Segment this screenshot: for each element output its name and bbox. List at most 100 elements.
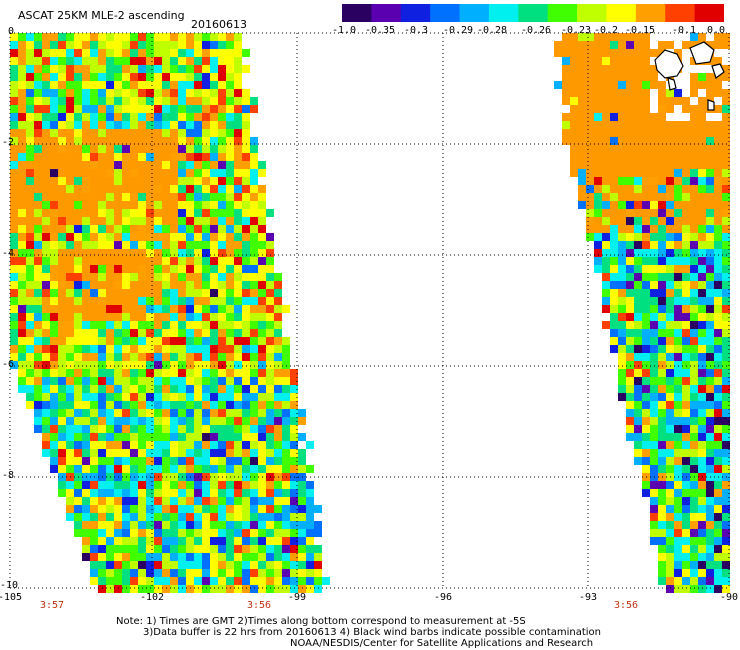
- data-cell: [186, 577, 194, 585]
- data-cell: [170, 457, 178, 465]
- data-cell: [50, 153, 58, 161]
- data-cell: [162, 41, 170, 49]
- data-cell: [106, 409, 114, 417]
- data-cell: [658, 529, 666, 537]
- data-cell: [98, 337, 106, 345]
- data-cell: [666, 265, 674, 273]
- data-cell: [234, 385, 242, 393]
- data-cell: [186, 529, 194, 537]
- data-cell: [90, 353, 98, 361]
- data-cell: [690, 569, 698, 577]
- data-cell: [186, 337, 194, 345]
- data-cell: [90, 537, 98, 545]
- data-cell: [58, 153, 66, 161]
- data-cell: [218, 49, 226, 57]
- data-cell: [194, 401, 202, 409]
- data-cell: [266, 545, 274, 553]
- data-cell: [186, 297, 194, 305]
- data-cell: [666, 361, 674, 369]
- data-cell: [26, 265, 34, 273]
- data-cell: [714, 201, 722, 209]
- data-cell: [66, 297, 74, 305]
- data-cell: [642, 489, 650, 497]
- data-cell: [202, 105, 210, 113]
- data-cell: [690, 81, 698, 89]
- data-cell: [114, 585, 122, 593]
- data-cell: [274, 393, 282, 401]
- data-cell: [266, 433, 274, 441]
- data-cell: [714, 585, 722, 593]
- data-cell: [58, 377, 66, 385]
- data-cell: [602, 257, 610, 265]
- data-cell: [162, 225, 170, 233]
- data-cell: [242, 425, 250, 433]
- data-cell: [642, 97, 650, 105]
- data-cell: [74, 449, 82, 457]
- data-cell: [290, 377, 298, 385]
- data-cell: [186, 385, 194, 393]
- data-cell: [666, 337, 674, 345]
- data-cell: [154, 353, 162, 361]
- data-cell: [234, 273, 242, 281]
- data-cell: [314, 505, 322, 513]
- data-cell: [50, 425, 58, 433]
- data-cell: [274, 409, 282, 417]
- data-cell: [586, 153, 594, 161]
- data-cell: [602, 233, 610, 241]
- data-cell: [122, 113, 130, 121]
- data-cell: [282, 393, 290, 401]
- data-cell: [290, 457, 298, 465]
- data-cell: [74, 257, 82, 265]
- data-cell: [682, 113, 690, 121]
- data-cell: [234, 505, 242, 513]
- data-cell: [66, 217, 74, 225]
- data-cell: [42, 57, 50, 65]
- data-cell: [274, 353, 282, 361]
- data-cell: [594, 177, 602, 185]
- data-cell: [250, 209, 258, 217]
- data-cell: [114, 137, 122, 145]
- data-cell: [162, 361, 170, 369]
- data-cell: [274, 425, 282, 433]
- data-cell: [274, 505, 282, 513]
- data-cell: [202, 585, 210, 593]
- data-cell: [226, 393, 234, 401]
- data-cell: [210, 233, 218, 241]
- data-cell: [82, 401, 90, 409]
- data-cell: [714, 249, 722, 257]
- data-cell: [722, 465, 730, 473]
- data-cell: [130, 49, 138, 57]
- data-cell: [42, 417, 50, 425]
- data-cell: [722, 65, 730, 73]
- data-cell: [594, 121, 602, 129]
- data-cell: [90, 233, 98, 241]
- data-cell: [170, 145, 178, 153]
- data-cell: [722, 457, 730, 465]
- data-cell: [706, 433, 714, 441]
- data-cell: [610, 281, 618, 289]
- data-cell: [106, 273, 114, 281]
- data-cell: [210, 577, 218, 585]
- data-cell: [282, 489, 290, 497]
- data-cell: [82, 505, 90, 513]
- data-cell: [130, 505, 138, 513]
- data-cell: [10, 201, 18, 209]
- data-cell: [562, 129, 570, 137]
- data-cell: [146, 33, 154, 41]
- data-cell: [154, 249, 162, 257]
- data-cell: [706, 441, 714, 449]
- colorbar-swatch: [342, 4, 372, 22]
- data-cell: [202, 377, 210, 385]
- data-cell: [130, 281, 138, 289]
- data-cell: [722, 505, 730, 513]
- data-cell: [242, 465, 250, 473]
- data-cell: [122, 289, 130, 297]
- data-cell: [610, 337, 618, 345]
- data-cell: [74, 73, 82, 81]
- data-cell: [714, 49, 722, 57]
- data-cell: [658, 145, 666, 153]
- data-cell: [18, 297, 26, 305]
- data-cell: [682, 521, 690, 529]
- data-cell: [82, 377, 90, 385]
